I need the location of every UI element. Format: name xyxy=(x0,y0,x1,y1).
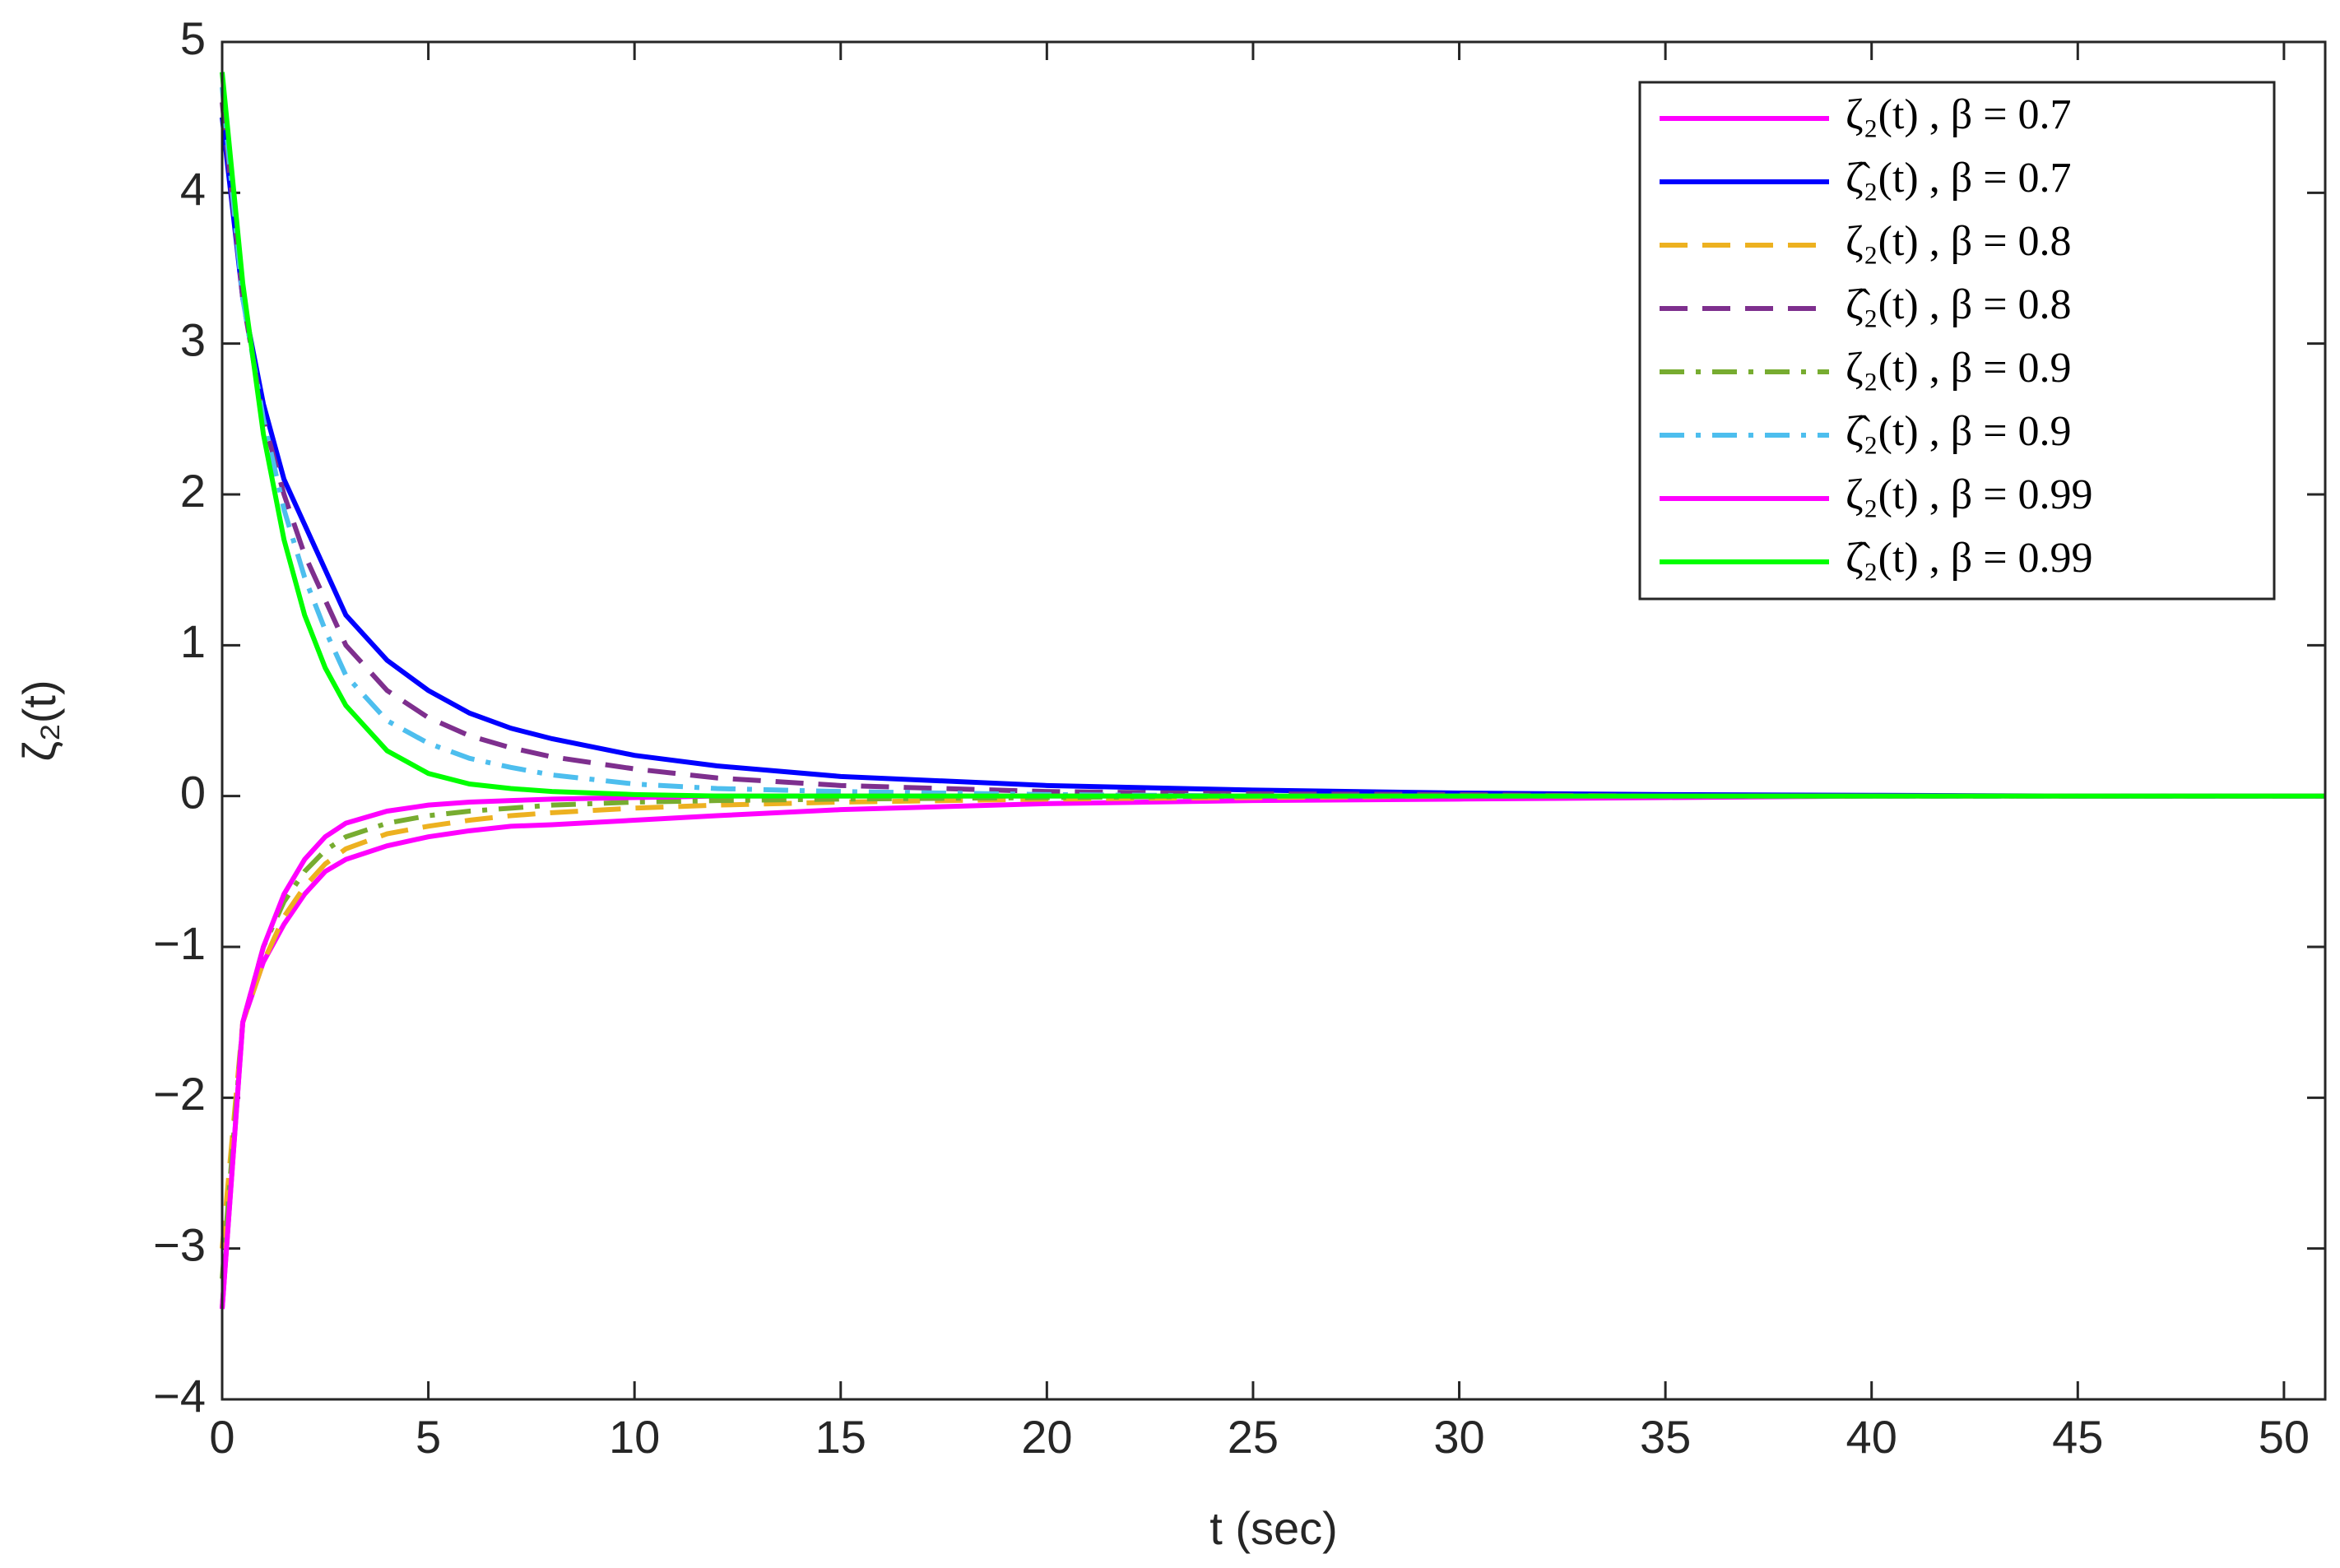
y-tick-label: 4 xyxy=(180,163,206,215)
x-tick-label: 20 xyxy=(1021,1411,1072,1463)
legend-label: ζ̂₂(t) , β = 0.99 xyxy=(1846,535,2093,582)
x-tick-label: 45 xyxy=(2052,1411,2103,1463)
legend-box xyxy=(1638,81,2276,601)
legend-label: ζ̂₂(t) , β = 0.8 xyxy=(1846,281,2072,328)
legend-label: ζ₂(t) , β = 0.7 xyxy=(1846,91,2072,138)
legend-label: ζ̂₂(t) , β = 0.7 xyxy=(1846,155,2072,202)
y-tick-label: −3 xyxy=(153,1218,206,1270)
x-tick-label: 40 xyxy=(1846,1411,1897,1463)
legend-label: ζ₂(t) , β = 0.8 xyxy=(1846,218,2072,265)
y-tick-label: −1 xyxy=(153,917,206,969)
x-tick-label: 50 xyxy=(2259,1411,2310,1463)
legend-label: ζ₂(t) , β = 0.9 xyxy=(1846,345,2072,392)
legend: ζ₂(t) , β = 0.7 ζ̂₂(t) , β = 0.7 ζ₂(t) , β… xyxy=(1638,81,2276,601)
y-axis-label: ζ₂(t) xyxy=(13,680,65,761)
x-tick-label: 35 xyxy=(1640,1411,1691,1463)
x-tick-label: 15 xyxy=(815,1411,866,1463)
axes-box xyxy=(221,40,2327,1401)
y-tick-label: 3 xyxy=(180,313,206,365)
x-tick-label: 25 xyxy=(1228,1411,1279,1463)
y-tick-label: 5 xyxy=(180,12,206,64)
x-tick-label: 5 xyxy=(416,1411,441,1463)
y-tick-label: 2 xyxy=(180,465,206,517)
line-series xyxy=(220,793,2325,1249)
y-tick-label: −2 xyxy=(153,1068,206,1120)
y-tick-label: 0 xyxy=(180,766,206,818)
line-series xyxy=(220,72,2325,799)
legend-label: ζ₂(t) , β = 0.99 xyxy=(1846,471,2093,518)
legend-label: ζ̂₂(t) , β = 0.9 xyxy=(1846,408,2072,455)
y-tick-label: −4 xyxy=(153,1370,206,1422)
x-tick-label: 10 xyxy=(609,1411,660,1463)
y-tick-label: 1 xyxy=(180,615,206,667)
x-tick-label: 30 xyxy=(1433,1411,1484,1463)
x-tick-label: 0 xyxy=(209,1411,234,1463)
x-axis-label: t (sec) xyxy=(1209,1502,1338,1554)
